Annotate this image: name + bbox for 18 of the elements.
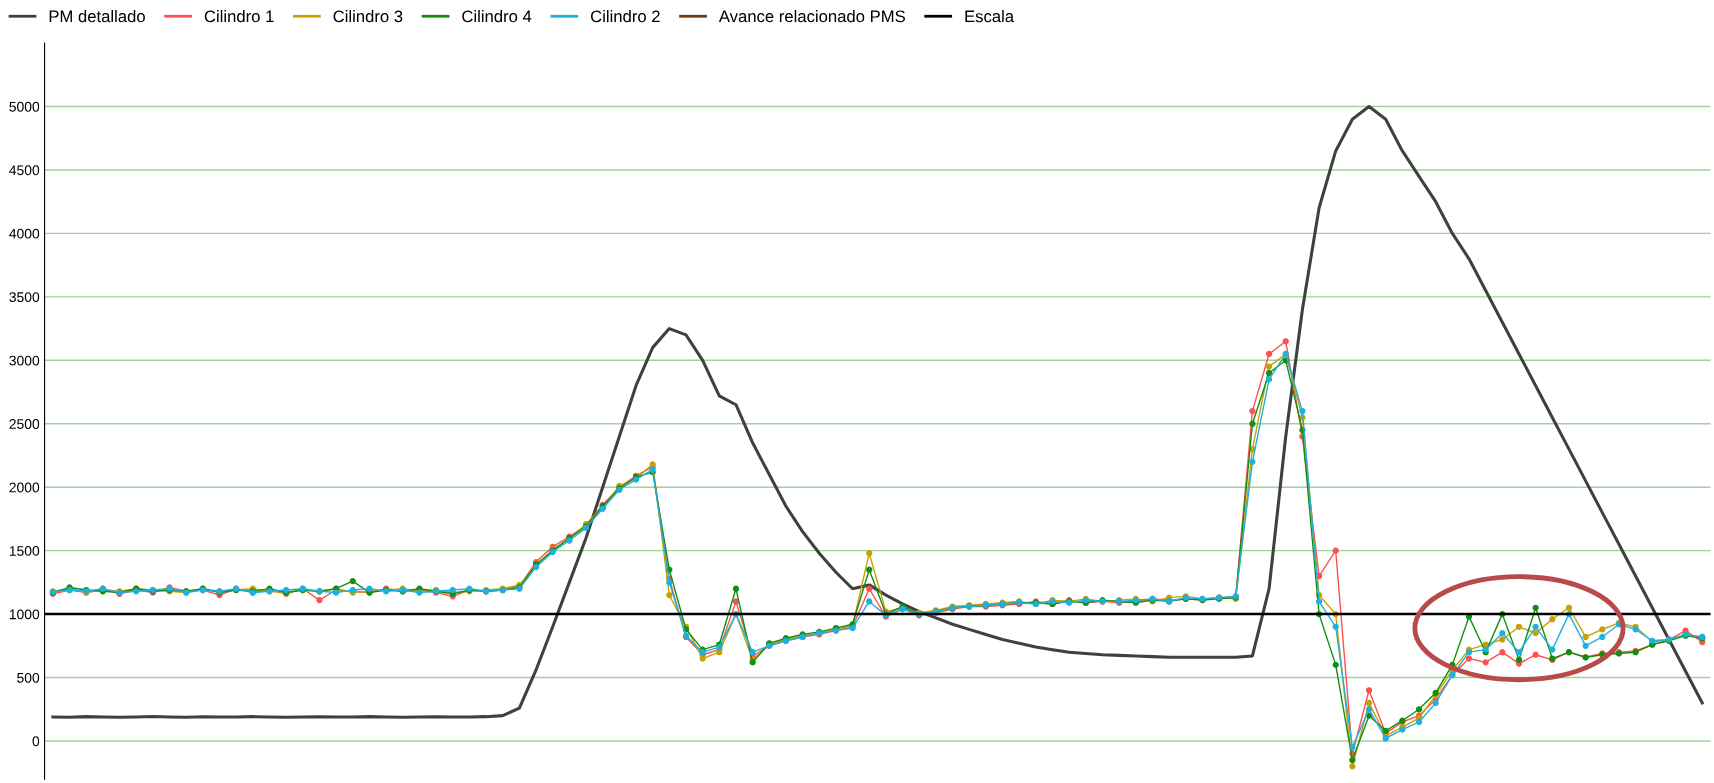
legend-label: Avance relacionado PMS [718, 10, 905, 23]
legend-label: Cilindro 4 [462, 10, 532, 23]
y-tick-label: 3500 [9, 292, 40, 303]
legend-label: Cilindro 1 [204, 10, 274, 23]
y-tick-label: 2000 [9, 482, 40, 493]
legend-label: Escala [965, 10, 1015, 23]
y-tick-label: 0 [32, 736, 40, 747]
y-tick-label: 1000 [9, 609, 40, 620]
y-tick-label: 4500 [9, 165, 40, 176]
y-tick-label: 2500 [9, 419, 40, 429]
legend-label: Cilindro 3 [333, 10, 403, 23]
legend-label: Cilindro 2 [590, 10, 660, 23]
y-tick-label: 1500 [9, 546, 40, 556]
legend-label: PM detallado [49, 10, 145, 23]
y-tick-label: 500 [17, 672, 40, 683]
y-tick-label: 3000 [9, 355, 40, 366]
y-tick-label: 5000 [9, 101, 40, 112]
y-tick-label: 4000 [9, 228, 40, 239]
